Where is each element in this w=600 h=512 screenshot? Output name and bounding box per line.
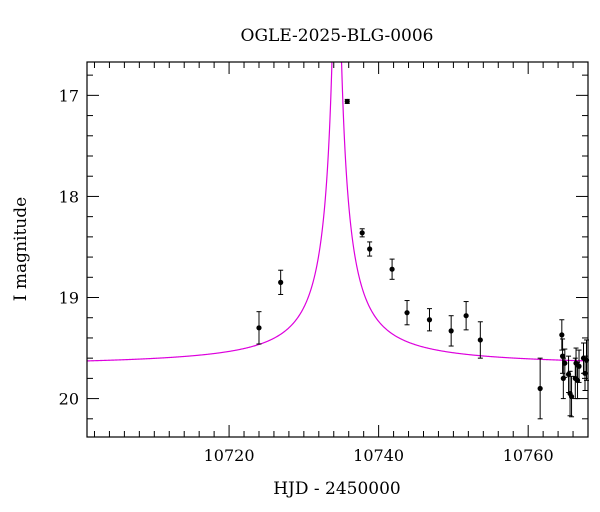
- y-tick-label: 18: [59, 187, 79, 206]
- data-point: [562, 348, 568, 378]
- data-point: [568, 375, 575, 418]
- y-tick-label: 17: [59, 86, 79, 105]
- data-point: [256, 311, 262, 345]
- data-point: [477, 321, 483, 359]
- chart-title: OGLE-2025-BLG-0006: [241, 26, 434, 46]
- data-point: [559, 338, 566, 374]
- point-marker: [256, 325, 262, 331]
- point-marker: [463, 313, 469, 319]
- plot-area: [87, 62, 590, 420]
- point-marker: [559, 332, 565, 338]
- point-marker: [389, 266, 395, 272]
- point-marker: [448, 328, 454, 334]
- data-point: [576, 349, 582, 383]
- data-point: [448, 315, 454, 347]
- point-marker: [404, 310, 410, 316]
- point-marker: [278, 279, 284, 285]
- point-marker: [344, 98, 350, 105]
- point-marker: [477, 337, 483, 343]
- data-point: [359, 228, 365, 238]
- data-point: [463, 301, 469, 331]
- data-point: [426, 308, 433, 332]
- data-point: [389, 258, 395, 280]
- x-axis-label: HJD - 2450000: [273, 479, 401, 499]
- data-point: [537, 357, 543, 420]
- data-point: [344, 98, 350, 105]
- data-points: [256, 98, 590, 420]
- plot-frame: [86, 61, 589, 438]
- point-marker: [359, 230, 365, 236]
- point-marker: [576, 363, 582, 369]
- y-tick-label: 20: [59, 390, 79, 409]
- point-marker: [568, 393, 575, 400]
- x-tick-label: 10760: [503, 446, 554, 465]
- x-tick-label: 10740: [353, 446, 404, 465]
- point-marker: [559, 353, 566, 359]
- model-curve: [87, 62, 588, 362]
- axis-ticks: [87, 62, 589, 437]
- y-axis-label: I magnitude: [11, 197, 31, 301]
- data-point: [404, 300, 410, 326]
- point-marker: [562, 360, 568, 366]
- point-marker: [367, 246, 373, 252]
- data-point: [559, 319, 565, 351]
- point-marker: [537, 385, 543, 392]
- data-point: [367, 241, 373, 257]
- data-point: [278, 269, 284, 295]
- axis-tick-labels: 10720 10740 10760 17 18 19 20: [59, 86, 554, 465]
- x-tick-label: 10720: [204, 446, 255, 465]
- point-marker: [426, 317, 433, 323]
- y-tick-label: 19: [59, 289, 79, 308]
